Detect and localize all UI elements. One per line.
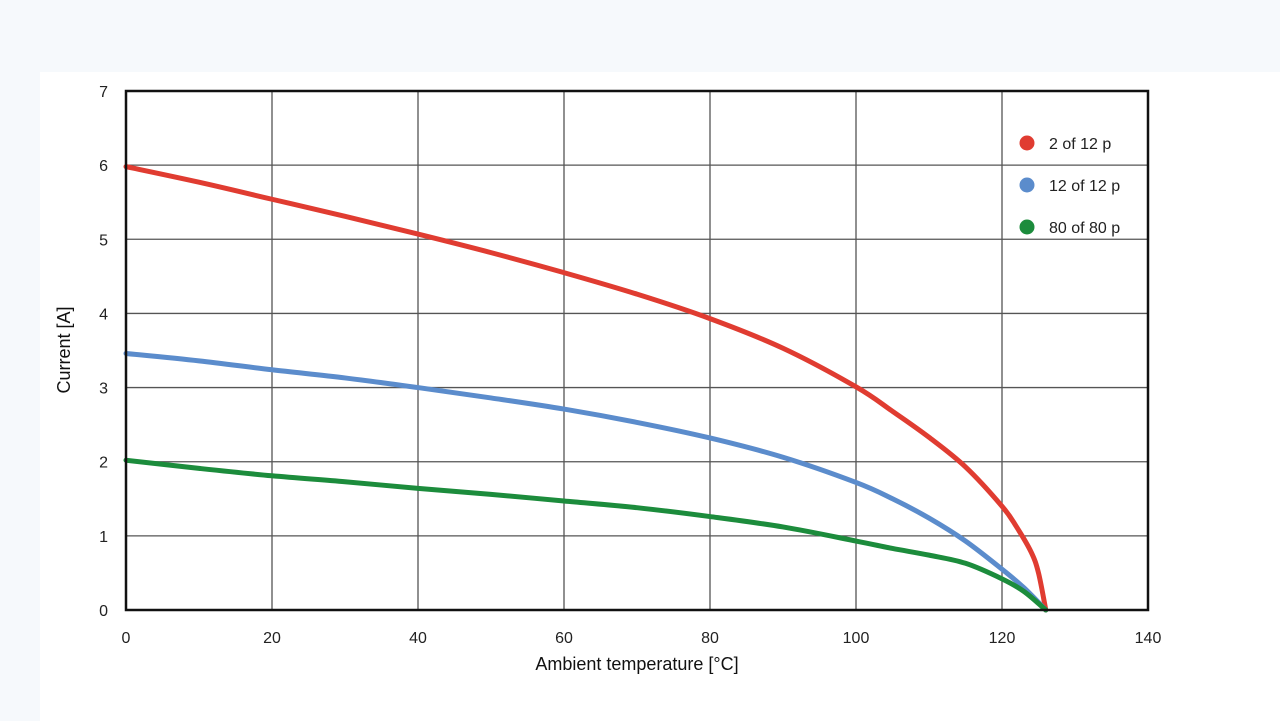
x-tick-label: 0: [122, 630, 131, 647]
y-tick-label: 3: [99, 381, 108, 398]
x-tick-label: 100: [843, 630, 870, 647]
series-line-2: [123, 350, 1049, 613]
series-line-3: [123, 457, 1049, 613]
x-tick-label: 40: [409, 630, 427, 647]
y-axis-title: Current [A]: [54, 306, 74, 393]
y-tick-label: 4: [99, 306, 108, 323]
legend-swatch: [1019, 177, 1035, 193]
series-lines: [123, 164, 1049, 613]
grid: [126, 91, 1148, 610]
y-tick-label: 0: [99, 603, 108, 620]
x-tick-label: 140: [1135, 630, 1162, 647]
y-tick-label: 2: [99, 455, 108, 472]
x-tick-labels: 0 20 40 60 80 100 120 140: [122, 630, 1162, 647]
y-tick-labels: 0 1 2 3 4 5 6 7: [99, 84, 108, 620]
legend: 2 of 12 p 12 of 12 p 80 of 80 p: [1019, 135, 1120, 237]
x-tick-label: 120: [989, 630, 1016, 647]
legend-swatch: [1019, 219, 1035, 235]
x-tick-label: 60: [555, 630, 573, 647]
y-tick-label: 1: [99, 529, 108, 546]
legend-label: 12 of 12 p: [1049, 178, 1120, 195]
legend-label: 80 of 80 p: [1049, 220, 1120, 237]
chart-background: [40, 72, 1280, 721]
x-tick-label: 80: [701, 630, 719, 647]
legend-swatch: [1019, 135, 1035, 151]
y-tick-label: 6: [99, 158, 108, 175]
legend-label: 2 of 12 p: [1049, 136, 1111, 153]
x-tick-label: 20: [263, 630, 281, 647]
legend-item: 2 of 12 p: [1019, 135, 1111, 153]
series-line-1: [123, 164, 1049, 613]
legend-item: 80 of 80 p: [1019, 219, 1120, 237]
y-tick-label: 7: [99, 84, 108, 101]
legend-item: 12 of 12 p: [1019, 177, 1120, 195]
x-axis-title: Ambient temperature [°C]: [535, 654, 738, 674]
y-tick-label: 5: [99, 232, 108, 249]
plot-frame: [124, 89, 1150, 612]
